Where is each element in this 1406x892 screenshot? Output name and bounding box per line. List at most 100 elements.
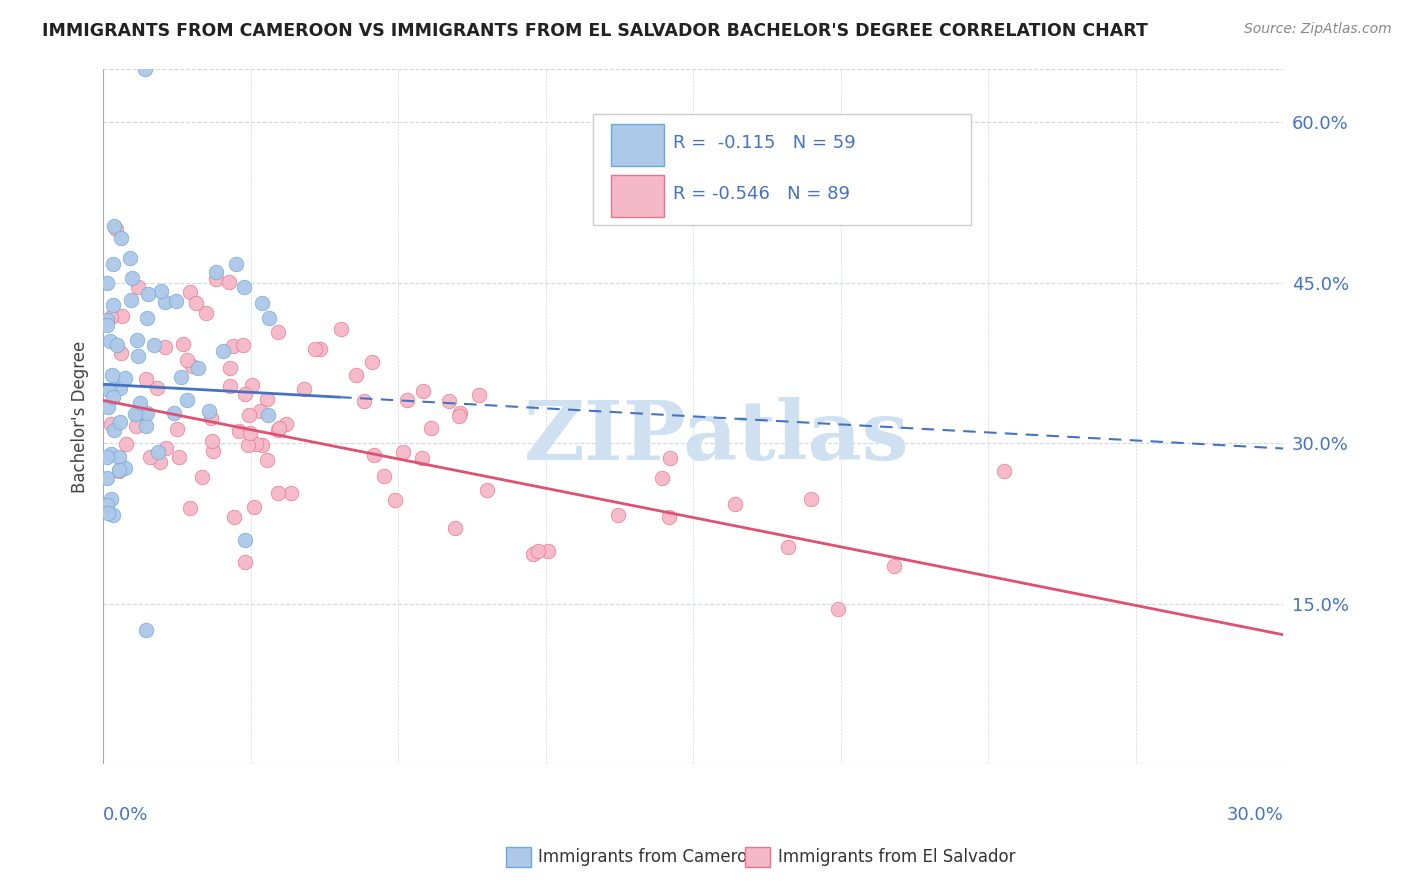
Point — [125, 419, 148, 434]
Point — [280, 486, 302, 500]
Point — [120, 293, 142, 308]
Point — [267, 420, 290, 434]
Point — [232, 280, 254, 294]
Point — [110, 346, 132, 360]
Point — [127, 405, 149, 419]
Text: 0.0%: 0.0% — [103, 806, 149, 824]
Point — [522, 547, 544, 561]
Point — [225, 256, 247, 270]
Point — [344, 368, 367, 382]
Point — [136, 286, 159, 301]
Point — [96, 276, 118, 290]
Point — [129, 396, 152, 410]
Point — [329, 322, 352, 336]
Point — [233, 533, 256, 547]
Point — [169, 450, 191, 465]
Point — [96, 471, 118, 485]
Point — [993, 464, 1015, 478]
Point — [172, 337, 194, 351]
Point — [419, 421, 441, 435]
Point — [176, 392, 198, 407]
Point — [224, 509, 246, 524]
Text: ZIPatlas: ZIPatlas — [524, 397, 910, 477]
Point — [659, 451, 682, 466]
Point — [201, 434, 224, 448]
Point — [384, 493, 406, 508]
Point — [392, 444, 415, 458]
Point — [184, 296, 207, 310]
Point — [235, 387, 257, 401]
FancyBboxPatch shape — [593, 114, 970, 225]
Point — [139, 450, 162, 464]
Point — [257, 409, 280, 423]
FancyBboxPatch shape — [610, 175, 664, 217]
FancyBboxPatch shape — [506, 847, 531, 867]
Point — [111, 309, 134, 323]
Point — [103, 219, 125, 233]
Point — [103, 423, 125, 437]
Point — [101, 298, 124, 312]
Point — [256, 392, 278, 407]
Point — [179, 285, 201, 299]
Point — [411, 450, 433, 465]
Point — [218, 378, 240, 392]
Point — [444, 521, 467, 535]
Point — [146, 444, 169, 458]
Point — [176, 353, 198, 368]
Point — [143, 338, 166, 352]
Point — [468, 387, 491, 401]
Text: Immigrants from Cameroon: Immigrants from Cameroon — [538, 848, 768, 866]
Point — [205, 265, 228, 279]
Point — [146, 381, 169, 395]
Point — [96, 313, 118, 327]
Point — [363, 448, 385, 462]
Point — [205, 272, 228, 286]
Point — [181, 359, 204, 374]
Point — [308, 342, 330, 356]
Point — [304, 343, 326, 357]
Point — [218, 360, 240, 375]
Point — [412, 384, 434, 399]
Point — [202, 444, 225, 458]
Point — [607, 508, 630, 523]
Point — [127, 279, 149, 293]
Point — [228, 424, 250, 438]
Point — [125, 409, 148, 423]
Point — [110, 231, 132, 245]
Point — [127, 333, 149, 347]
Point — [266, 325, 288, 339]
Point — [114, 461, 136, 475]
Point — [105, 222, 128, 236]
Point — [883, 558, 905, 573]
FancyBboxPatch shape — [610, 124, 664, 166]
Point — [136, 406, 159, 420]
Text: Immigrants from El Salvador: Immigrants from El Salvador — [778, 848, 1015, 866]
Text: IMMIGRANTS FROM CAMEROON VS IMMIGRANTS FROM EL SALVADOR BACHELOR'S DEGREE CORREL: IMMIGRANTS FROM CAMEROON VS IMMIGRANTS F… — [42, 22, 1149, 40]
Point — [827, 602, 849, 616]
Point — [108, 464, 131, 478]
Point — [256, 453, 278, 467]
Point — [114, 371, 136, 385]
Point — [395, 393, 418, 408]
Point — [198, 404, 221, 418]
Point — [153, 340, 176, 354]
Point — [149, 454, 172, 468]
Point — [96, 450, 118, 465]
Point — [221, 339, 243, 353]
Point — [658, 509, 681, 524]
Point — [239, 426, 262, 441]
Point — [194, 306, 217, 320]
Point — [97, 506, 120, 520]
Point — [135, 419, 157, 434]
Point — [101, 508, 124, 522]
Point — [353, 394, 375, 409]
Point — [267, 485, 290, 500]
Text: R =  -0.115   N = 59: R = -0.115 N = 59 — [673, 134, 856, 152]
Point — [245, 437, 267, 451]
Point — [166, 422, 188, 436]
Point — [124, 407, 146, 421]
Point — [360, 355, 382, 369]
Point — [108, 450, 131, 464]
Point — [800, 491, 823, 506]
Point — [212, 344, 235, 359]
